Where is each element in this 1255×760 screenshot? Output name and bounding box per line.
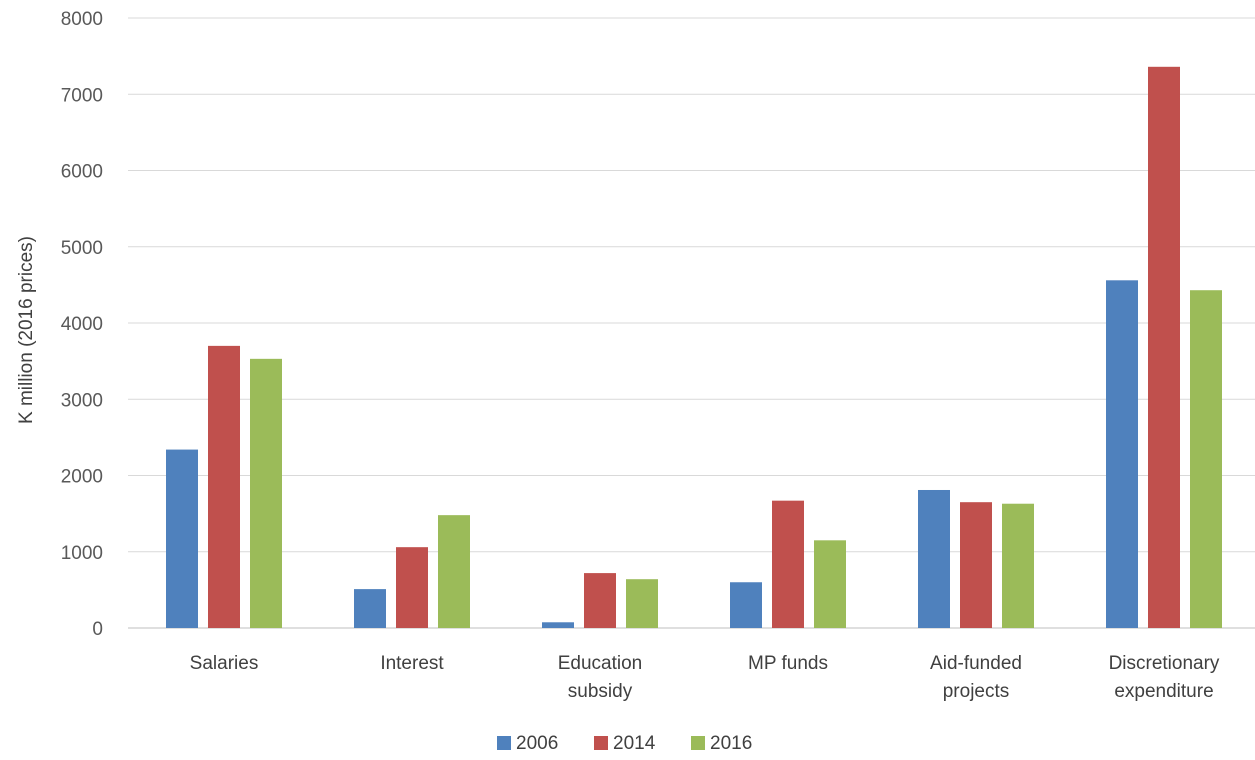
legend-swatch — [594, 736, 608, 750]
bar-2006-education-subsidy — [542, 622, 574, 628]
bar-2006-discretionary-expenditure — [1106, 280, 1138, 628]
bar-2014-education-subsidy — [584, 573, 616, 628]
bar-2016-aid-funded-projects — [1002, 503, 1034, 628]
bar-2016-mp-funds — [814, 540, 846, 628]
bar-2014-aid-funded-projects — [960, 502, 992, 628]
y-axis-ticks: 0 1000 2000 3000 4000 5000 6000 7000 8000 — [61, 9, 103, 640]
bar-2014-salaries — [208, 345, 240, 628]
legend-entry: 2006 — [516, 733, 558, 754]
bar-2014-interest — [396, 547, 428, 628]
bar-2016-education-subsidy — [626, 579, 658, 628]
y-tick-label: 7000 — [61, 85, 103, 106]
bar-2006-aid-funded-projects — [918, 489, 950, 628]
legend: 2006 2014 2016 — [497, 733, 752, 754]
legend-swatch — [497, 736, 511, 750]
bar-2014-discretionary-expenditure — [1148, 66, 1180, 629]
y-tick-label: 3000 — [61, 390, 103, 411]
bars — [166, 66, 1222, 629]
legend-entry: 2014 — [613, 733, 656, 754]
bar-2006-interest — [354, 589, 386, 628]
y-tick-label: 2000 — [61, 467, 103, 488]
y-tick-label: 8000 — [61, 9, 103, 30]
y-tick-label: 5000 — [61, 238, 103, 259]
y-tick-label: 4000 — [61, 314, 103, 335]
bar-2006-salaries — [166, 449, 198, 628]
bar-2016-salaries — [250, 358, 282, 628]
bar-2014-mp-funds — [772, 500, 804, 628]
y-tick-label: 0 — [92, 619, 103, 640]
x-category-label: Interest — [380, 653, 444, 674]
y-axis-title: K million (2016 prices) — [16, 236, 37, 424]
legend-entry: 2016 — [710, 733, 752, 754]
x-category-label: MP funds — [748, 653, 828, 674]
bar-2016-interest — [438, 515, 470, 628]
y-tick-label: 6000 — [61, 162, 103, 183]
legend-swatch — [691, 736, 705, 750]
x-category-label: Salaries — [190, 653, 259, 674]
x-axis-category-labels: Salaries Interest Education subsidy MP funds… — [190, 653, 1220, 702]
x-category-label: Aid-funded projects — [930, 653, 1022, 702]
bar-2006-mp-funds — [730, 582, 762, 628]
x-category-label: Education subsidy — [558, 653, 643, 702]
y-tick-label: 1000 — [61, 543, 103, 564]
gridlines — [128, 17, 1255, 629]
x-category-label: Discretionary expenditure — [1109, 653, 1220, 702]
bar-2016-discretionary-expenditure — [1190, 290, 1222, 628]
